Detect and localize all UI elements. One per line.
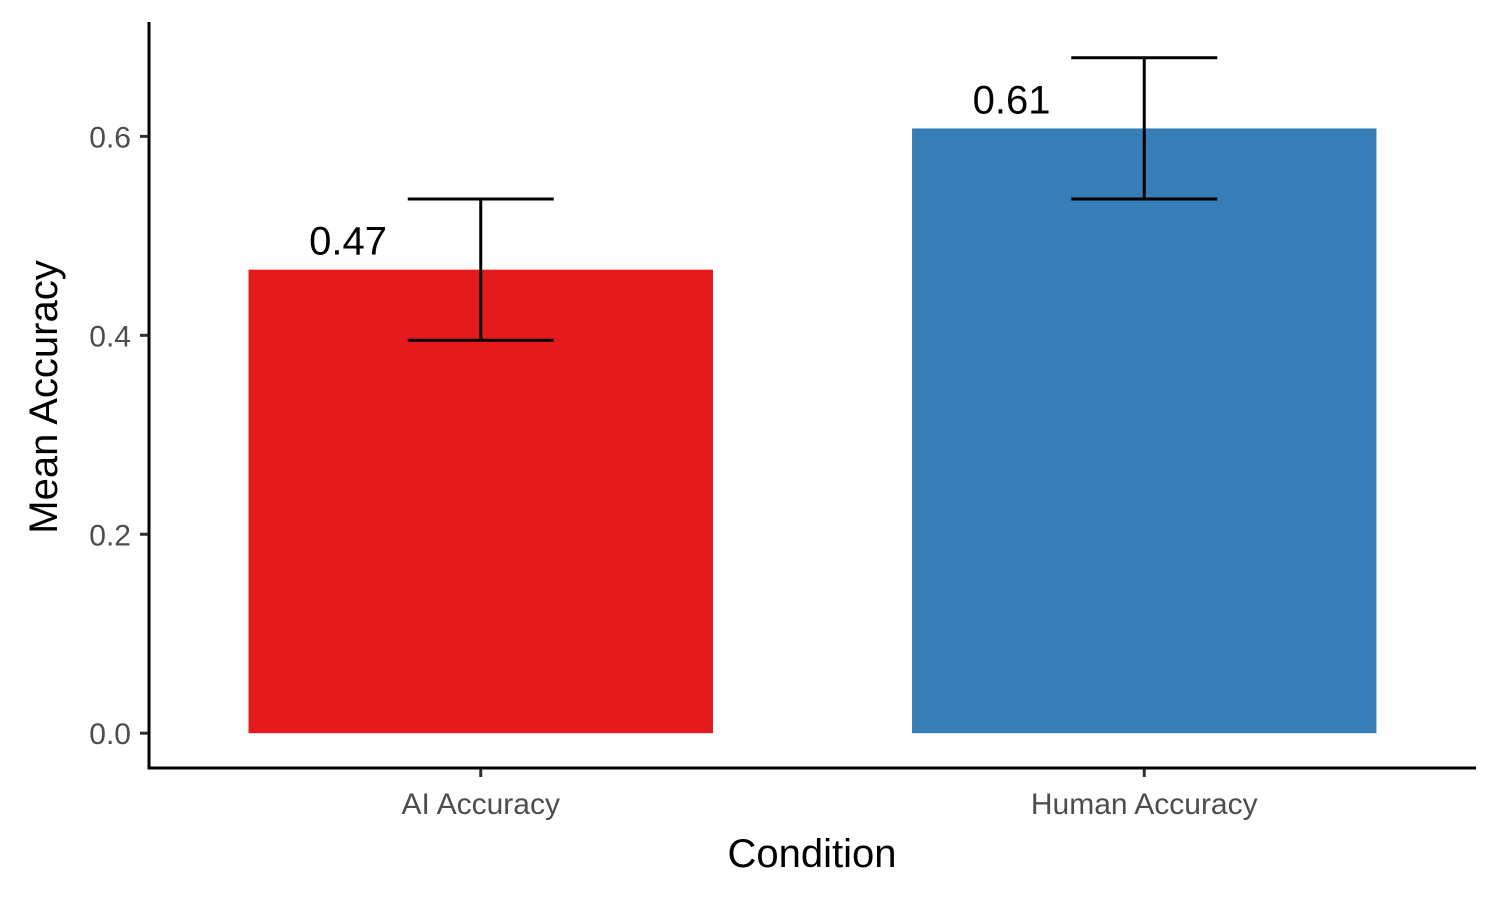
data-label-1: 0.47 bbox=[309, 220, 387, 264]
y-tick-label-2: 0.2 bbox=[89, 519, 131, 552]
x-axis-title: Condition bbox=[727, 832, 896, 876]
error-bar-2 bbox=[1071, 56, 1218, 201]
axes-layer: AI Accuracy Human Accuracy 0.0 0.2 0.4 0.6 bbox=[89, 22, 1476, 821]
y-axis-title: Mean Accuracy bbox=[22, 260, 66, 533]
y-tick-label-1: 0.0 bbox=[89, 718, 131, 751]
error-bars-layer bbox=[407, 56, 1218, 342]
x-tick-label-2: Human Accuracy bbox=[1031, 788, 1258, 821]
y-tick-label-4: 0.6 bbox=[89, 121, 131, 154]
data-label-2: 0.61 bbox=[973, 78, 1051, 122]
data-labels-layer: 0.47 0.61 bbox=[309, 78, 1050, 263]
bar-2 bbox=[912, 128, 1377, 734]
bars-layer bbox=[248, 128, 1377, 734]
x-tick-label-1: AI Accuracy bbox=[402, 788, 560, 821]
error-bar-1 bbox=[407, 197, 554, 342]
bar-1 bbox=[248, 269, 713, 734]
y-tick-label-3: 0.4 bbox=[89, 320, 131, 353]
